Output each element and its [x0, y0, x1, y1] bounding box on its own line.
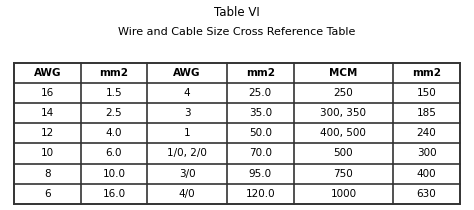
Text: 240: 240: [417, 128, 437, 138]
Text: 400, 500: 400, 500: [320, 128, 366, 138]
Bar: [14, 63, 460, 204]
Text: 70.0: 70.0: [249, 148, 272, 159]
Text: mm2: mm2: [412, 68, 441, 78]
Text: 2.5: 2.5: [106, 108, 122, 118]
Text: 250: 250: [334, 88, 353, 98]
Text: 400: 400: [417, 169, 437, 178]
Text: MCM: MCM: [329, 68, 357, 78]
Text: 95.0: 95.0: [249, 169, 272, 178]
Text: 25.0: 25.0: [249, 88, 272, 98]
Text: 6.0: 6.0: [106, 148, 122, 159]
Text: 16: 16: [41, 88, 54, 98]
Text: AWG: AWG: [173, 68, 201, 78]
Text: 3/0: 3/0: [179, 169, 195, 178]
Text: 630: 630: [417, 189, 437, 199]
Text: 8: 8: [44, 169, 51, 178]
Text: 4.0: 4.0: [106, 128, 122, 138]
Text: 16.0: 16.0: [102, 189, 126, 199]
Text: 4: 4: [184, 88, 191, 98]
Text: 500: 500: [334, 148, 353, 159]
Text: 300, 350: 300, 350: [320, 108, 366, 118]
Text: mm2: mm2: [246, 68, 275, 78]
Text: 35.0: 35.0: [249, 108, 272, 118]
Text: 6: 6: [44, 189, 51, 199]
Text: 300: 300: [417, 148, 437, 159]
Text: 10: 10: [41, 148, 54, 159]
Text: 1: 1: [184, 128, 191, 138]
Text: Table VI: Table VI: [214, 6, 260, 19]
Text: 1000: 1000: [330, 189, 356, 199]
Text: 1.5: 1.5: [106, 88, 122, 98]
Text: 4/0: 4/0: [179, 189, 195, 199]
Text: 1/0, 2/0: 1/0, 2/0: [167, 148, 207, 159]
Text: 14: 14: [41, 108, 54, 118]
Text: 150: 150: [417, 88, 437, 98]
Text: 120.0: 120.0: [246, 189, 275, 199]
Text: 185: 185: [417, 108, 437, 118]
Text: Wire and Cable Size Cross Reference Table: Wire and Cable Size Cross Reference Tabl…: [118, 27, 356, 37]
Text: 10.0: 10.0: [102, 169, 126, 178]
Text: mm2: mm2: [100, 68, 128, 78]
Text: 12: 12: [41, 128, 54, 138]
Text: AWG: AWG: [34, 68, 61, 78]
Text: 50.0: 50.0: [249, 128, 272, 138]
Text: 3: 3: [184, 108, 191, 118]
Text: 750: 750: [334, 169, 353, 178]
